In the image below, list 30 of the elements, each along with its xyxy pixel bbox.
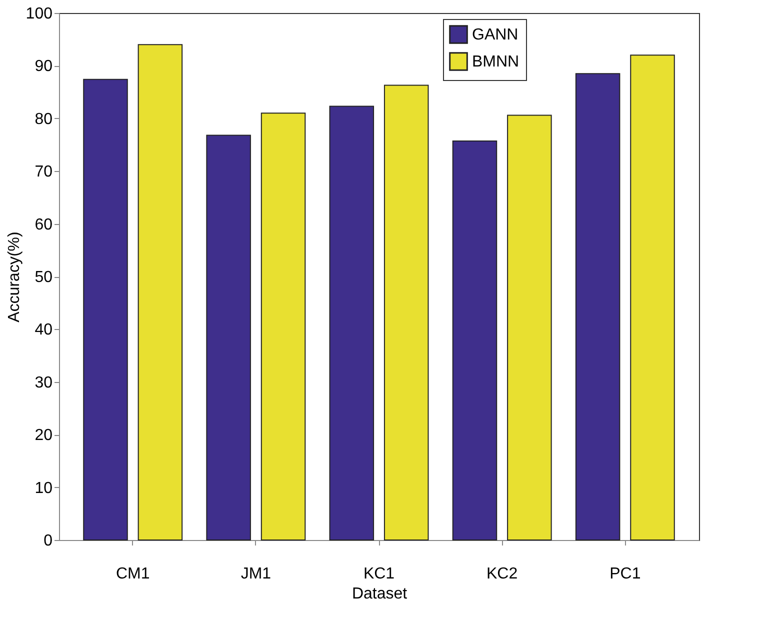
bar xyxy=(452,140,498,540)
y-tick-label: 70 xyxy=(34,164,53,181)
x-tick-label: PC1 xyxy=(610,566,641,582)
y-tick-label: 0 xyxy=(44,532,53,550)
x-tick-label: KC1 xyxy=(363,566,395,582)
x-axis-title: Dataset xyxy=(352,586,408,602)
y-tick-label: 100 xyxy=(26,6,53,22)
y-tick-label: 80 xyxy=(34,110,53,128)
bar xyxy=(206,134,251,540)
bar xyxy=(630,54,675,540)
bar xyxy=(575,73,620,540)
y-tick-label: 90 xyxy=(34,58,53,76)
y-tick-label: 30 xyxy=(34,374,53,392)
y-tick-label: 50 xyxy=(34,269,53,286)
bar xyxy=(83,78,128,540)
y-tick-label: 10 xyxy=(34,480,53,497)
x-tick-label: KC2 xyxy=(486,566,518,582)
y-tick-label: 20 xyxy=(34,427,53,444)
x-tick-label: CM1 xyxy=(116,566,150,582)
bar xyxy=(384,84,429,540)
bar xyxy=(260,112,306,540)
y-tick-label: 60 xyxy=(34,216,53,234)
bar xyxy=(507,114,552,540)
legend-label: GANN xyxy=(472,26,518,44)
y-tick-label: 40 xyxy=(34,322,53,339)
bar xyxy=(329,106,374,540)
legend-label: BMNN xyxy=(472,54,520,70)
y-axis-title: Accuracy(%) xyxy=(6,232,23,322)
bar xyxy=(138,44,183,540)
x-tick-label: JM1 xyxy=(240,566,272,582)
